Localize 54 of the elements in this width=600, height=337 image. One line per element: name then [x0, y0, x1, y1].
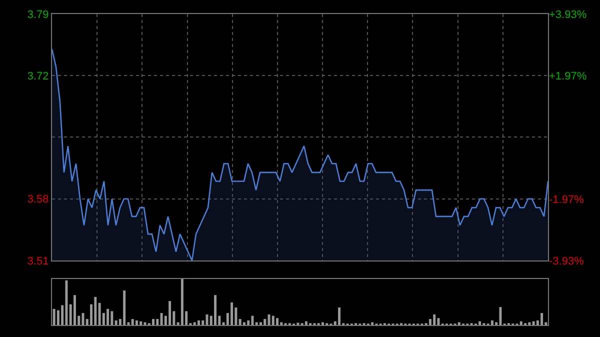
y2-tick-label: -1.97%	[549, 194, 584, 206]
bar	[135, 320, 138, 325]
y2-tick-label: +3.93%	[549, 8, 587, 21]
bar	[214, 295, 217, 325]
y2-tick-label: -3.93%	[549, 255, 584, 268]
bar	[540, 313, 544, 325]
bar	[264, 319, 266, 325]
bar	[156, 319, 159, 325]
bar	[433, 314, 436, 325]
bar	[259, 322, 262, 325]
y-tick-label: 3.72	[27, 70, 49, 82]
y-tick-label: 3.51	[27, 255, 49, 268]
bar	[65, 280, 68, 325]
y2-tick-label: +1.97%	[549, 70, 587, 82]
bar	[338, 308, 341, 325]
bar	[280, 322, 283, 325]
bar	[168, 301, 172, 325]
bar	[106, 308, 110, 325]
bar	[131, 319, 134, 325]
bar	[255, 322, 258, 325]
bar	[371, 322, 374, 325]
bar	[123, 290, 126, 325]
bar	[251, 316, 254, 325]
bar	[532, 321, 535, 325]
y-tick-label: 3.58	[27, 194, 49, 206]
bar	[242, 322, 246, 325]
bar	[180, 278, 184, 325]
bar	[528, 322, 531, 325]
bar	[193, 322, 196, 325]
bar	[276, 318, 279, 325]
bar	[197, 320, 200, 325]
bar	[238, 319, 242, 325]
bar	[52, 308, 56, 325]
bar	[458, 322, 460, 325]
bar	[140, 321, 142, 325]
y-tick-label: 3.79	[27, 8, 49, 21]
bar	[490, 320, 494, 325]
bar	[114, 320, 118, 325]
bar	[499, 307, 502, 325]
bar	[152, 319, 155, 325]
bar	[160, 313, 163, 325]
bar	[202, 320, 204, 325]
bar	[94, 296, 97, 325]
bar	[321, 322, 324, 325]
bar	[304, 321, 308, 325]
bar	[110, 311, 114, 325]
bar	[247, 320, 250, 325]
bar	[230, 302, 234, 325]
bar	[272, 316, 274, 325]
bar	[437, 318, 440, 325]
bar	[478, 321, 482, 325]
bar	[98, 302, 101, 325]
bar	[73, 295, 76, 325]
bar	[520, 321, 522, 325]
